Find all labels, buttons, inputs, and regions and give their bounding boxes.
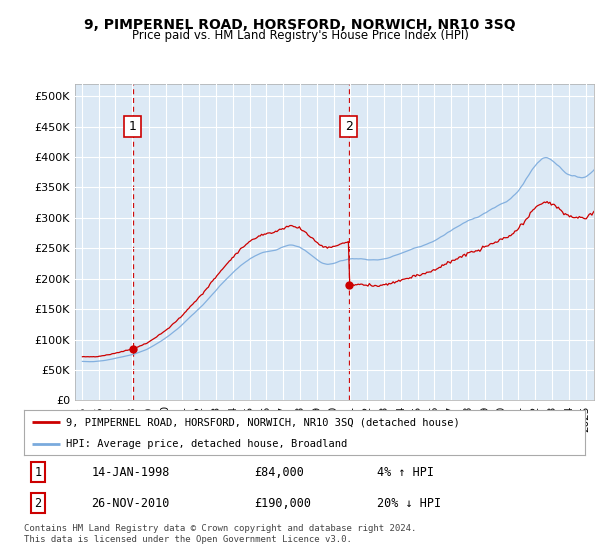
Text: 9, PIMPERNEL ROAD, HORSFORD, NORWICH, NR10 3SQ: 9, PIMPERNEL ROAD, HORSFORD, NORWICH, NR… xyxy=(84,18,516,32)
Text: £190,000: £190,000 xyxy=(254,497,311,510)
Text: £84,000: £84,000 xyxy=(254,466,304,479)
Text: Contains HM Land Registry data © Crown copyright and database right 2024.
This d: Contains HM Land Registry data © Crown c… xyxy=(24,524,416,544)
Text: 14-JAN-1998: 14-JAN-1998 xyxy=(91,466,170,479)
Text: 9, PIMPERNEL ROAD, HORSFORD, NORWICH, NR10 3SQ (detached house): 9, PIMPERNEL ROAD, HORSFORD, NORWICH, NR… xyxy=(66,417,460,427)
Text: 2: 2 xyxy=(34,497,41,510)
Text: HPI: Average price, detached house, Broadland: HPI: Average price, detached house, Broa… xyxy=(66,438,347,449)
Text: 26-NOV-2010: 26-NOV-2010 xyxy=(91,497,170,510)
Text: 1: 1 xyxy=(34,466,41,479)
Text: 4% ↑ HPI: 4% ↑ HPI xyxy=(377,466,434,479)
Text: 2: 2 xyxy=(345,120,353,133)
Text: 20% ↓ HPI: 20% ↓ HPI xyxy=(377,497,442,510)
Text: Price paid vs. HM Land Registry's House Price Index (HPI): Price paid vs. HM Land Registry's House … xyxy=(131,29,469,42)
Text: 1: 1 xyxy=(129,120,137,133)
